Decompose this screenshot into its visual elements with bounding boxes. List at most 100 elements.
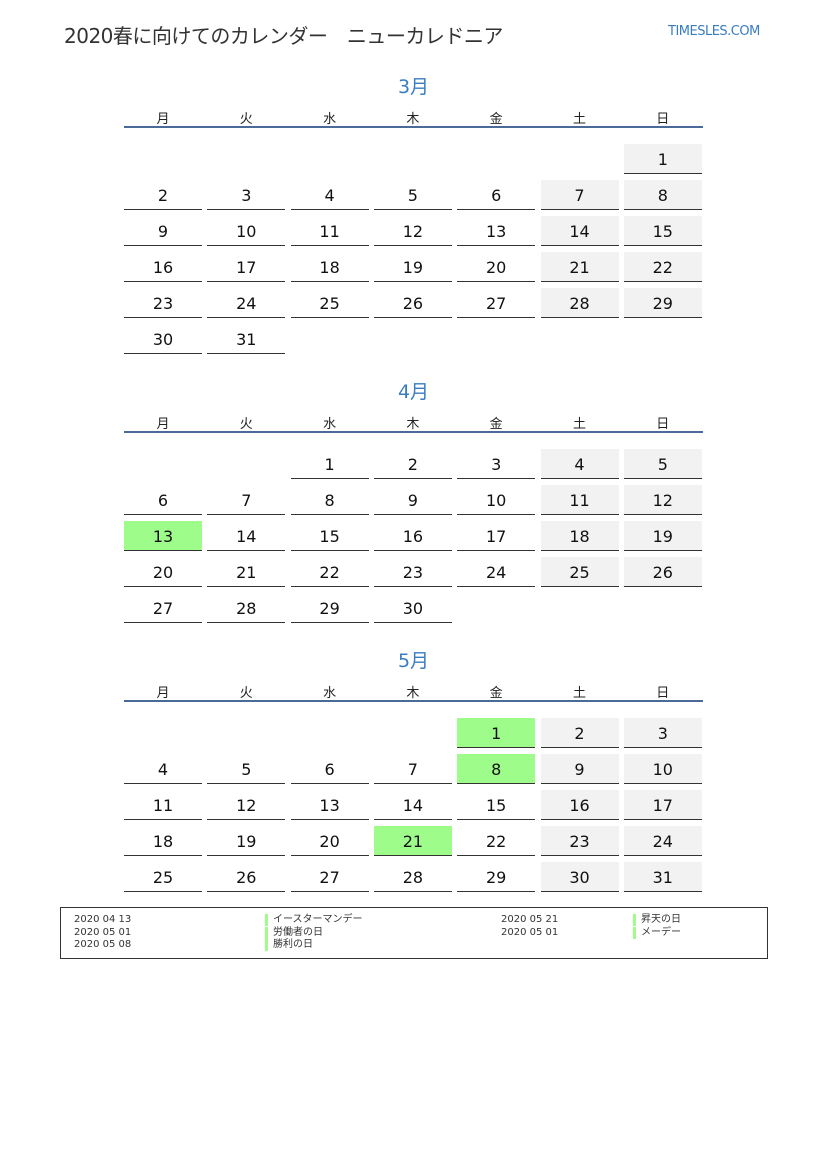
day-cell[interactable]: 6: [124, 485, 202, 515]
day-cell[interactable]: 15: [457, 790, 536, 820]
day-cell[interactable]: 19: [373, 252, 452, 282]
day-cell[interactable]: 7: [540, 180, 619, 210]
day-cell[interactable]: 19: [207, 826, 286, 856]
day-cell[interactable]: 20: [290, 826, 369, 856]
day-cell[interactable]: 24: [457, 557, 536, 587]
day-cell[interactable]: 15: [290, 521, 369, 551]
day-cell[interactable]: 3: [623, 718, 702, 748]
day-cell[interactable]: 23: [124, 288, 202, 318]
day-cell[interactable]: 28: [207, 593, 286, 623]
day-cell[interactable]: 21: [207, 557, 286, 587]
day-cell[interactable]: 9: [373, 485, 452, 515]
holiday-legend: 2020 04 13 イースターマンデー 2020 05 01 労働者の日 2020 0…: [60, 907, 768, 959]
day-cell[interactable]: 13: [124, 521, 202, 551]
day-cell[interactable]: 26: [623, 557, 702, 587]
day-cell[interactable]: 8: [457, 754, 536, 784]
day-cell[interactable]: 6: [457, 180, 536, 210]
day-cell[interactable]: 18: [124, 826, 202, 856]
day-cell[interactable]: 5: [373, 180, 452, 210]
day-cell[interactable]: 16: [540, 790, 619, 820]
day-cell[interactable]: 16: [373, 521, 452, 551]
day-cell[interactable]: 23: [540, 826, 619, 856]
day-cell[interactable]: 17: [623, 790, 702, 820]
day-cell[interactable]: 18: [540, 521, 619, 551]
weekday-header: 水: [323, 686, 337, 701]
day-cell[interactable]: 13: [457, 216, 536, 246]
day-cell[interactable]: 7: [207, 485, 286, 515]
day-cell[interactable]: 29: [457, 862, 536, 892]
day-cell[interactable]: 8: [623, 180, 702, 210]
day-cell[interactable]: 30: [124, 324, 202, 354]
weekday-header: 火: [239, 112, 253, 127]
day-cell[interactable]: 5: [623, 449, 702, 479]
weekday-header: 火: [239, 417, 253, 432]
day-cell[interactable]: 21: [373, 826, 452, 856]
day-cell[interactable]: 4: [290, 180, 369, 210]
day-cell[interactable]: 6: [290, 754, 369, 784]
day-cell[interactable]: 26: [373, 288, 452, 318]
day-cell[interactable]: 8: [290, 485, 369, 515]
holiday-name: メーデー: [633, 926, 681, 939]
day-cell[interactable]: 21: [540, 252, 619, 282]
day-cell[interactable]: 12: [207, 790, 286, 820]
day-cell[interactable]: 14: [540, 216, 619, 246]
day-cell[interactable]: 30: [373, 593, 452, 623]
day-cell[interactable]: 27: [124, 593, 202, 623]
day-cell[interactable]: 5: [207, 754, 286, 784]
day-cell[interactable]: 4: [540, 449, 619, 479]
day-cell[interactable]: 3: [457, 449, 536, 479]
day-cell[interactable]: 11: [124, 790, 202, 820]
day-cell[interactable]: 22: [290, 557, 369, 587]
day-cell[interactable]: 23: [373, 557, 452, 587]
day-cell[interactable]: 12: [623, 485, 702, 515]
day-cell[interactable]: 22: [457, 826, 536, 856]
day-cell[interactable]: 19: [623, 521, 702, 551]
day-cell[interactable]: 11: [290, 216, 369, 246]
day-cell[interactable]: 31: [623, 862, 702, 892]
day-cell[interactable]: 2: [373, 449, 452, 479]
day-cell[interactable]: 10: [457, 485, 536, 515]
day-cell[interactable]: 22: [623, 252, 702, 282]
day-cell[interactable]: 25: [124, 862, 202, 892]
day-cell[interactable]: 25: [540, 557, 619, 587]
day-cell[interactable]: 16: [124, 252, 202, 282]
site-logo[interactable]: TIMESLES.COM: [668, 24, 760, 39]
day-cell[interactable]: 7: [373, 754, 452, 784]
day-cell[interactable]: 29: [290, 593, 369, 623]
month-title: 5月: [397, 650, 430, 672]
day-cell[interactable]: 15: [623, 216, 702, 246]
day-cell[interactable]: 4: [124, 754, 202, 784]
day-cell[interactable]: 2: [540, 718, 619, 748]
day-cell[interactable]: 17: [457, 521, 536, 551]
day-cell[interactable]: 9: [124, 216, 202, 246]
day-cell[interactable]: 30: [540, 862, 619, 892]
day-cell[interactable]: 26: [207, 862, 286, 892]
day-cell[interactable]: 20: [457, 252, 536, 282]
day-cell[interactable]: 10: [207, 216, 286, 246]
day-cell[interactable]: 25: [290, 288, 369, 318]
day-cell[interactable]: 10: [623, 754, 702, 784]
day-cell[interactable]: 1: [457, 718, 536, 748]
day-cell[interactable]: 1: [623, 144, 702, 174]
day-cell[interactable]: 9: [540, 754, 619, 784]
day-cell[interactable]: 29: [623, 288, 702, 318]
day-cell[interactable]: 11: [540, 485, 619, 515]
day-cell[interactable]: 3: [207, 180, 286, 210]
day-cell[interactable]: 13: [290, 790, 369, 820]
day-cell[interactable]: 1: [290, 449, 369, 479]
day-cell[interactable]: 20: [124, 557, 202, 587]
day-cell[interactable]: 2: [124, 180, 202, 210]
day-cell[interactable]: 14: [207, 521, 286, 551]
day-cell[interactable]: 24: [623, 826, 702, 856]
day-cell[interactable]: 31: [207, 324, 286, 354]
day-cell[interactable]: 24: [207, 288, 286, 318]
day-cell[interactable]: 12: [373, 216, 452, 246]
day-cell[interactable]: 28: [373, 862, 452, 892]
day-cell[interactable]: 14: [373, 790, 452, 820]
day-cell[interactable]: 17: [207, 252, 286, 282]
day-cell[interactable]: 18: [290, 252, 369, 282]
day-cell[interactable]: 27: [457, 288, 536, 318]
day-cell[interactable]: 28: [540, 288, 619, 318]
day-cell[interactable]: 27: [290, 862, 369, 892]
holiday-name: 労働者の日: [265, 926, 323, 939]
